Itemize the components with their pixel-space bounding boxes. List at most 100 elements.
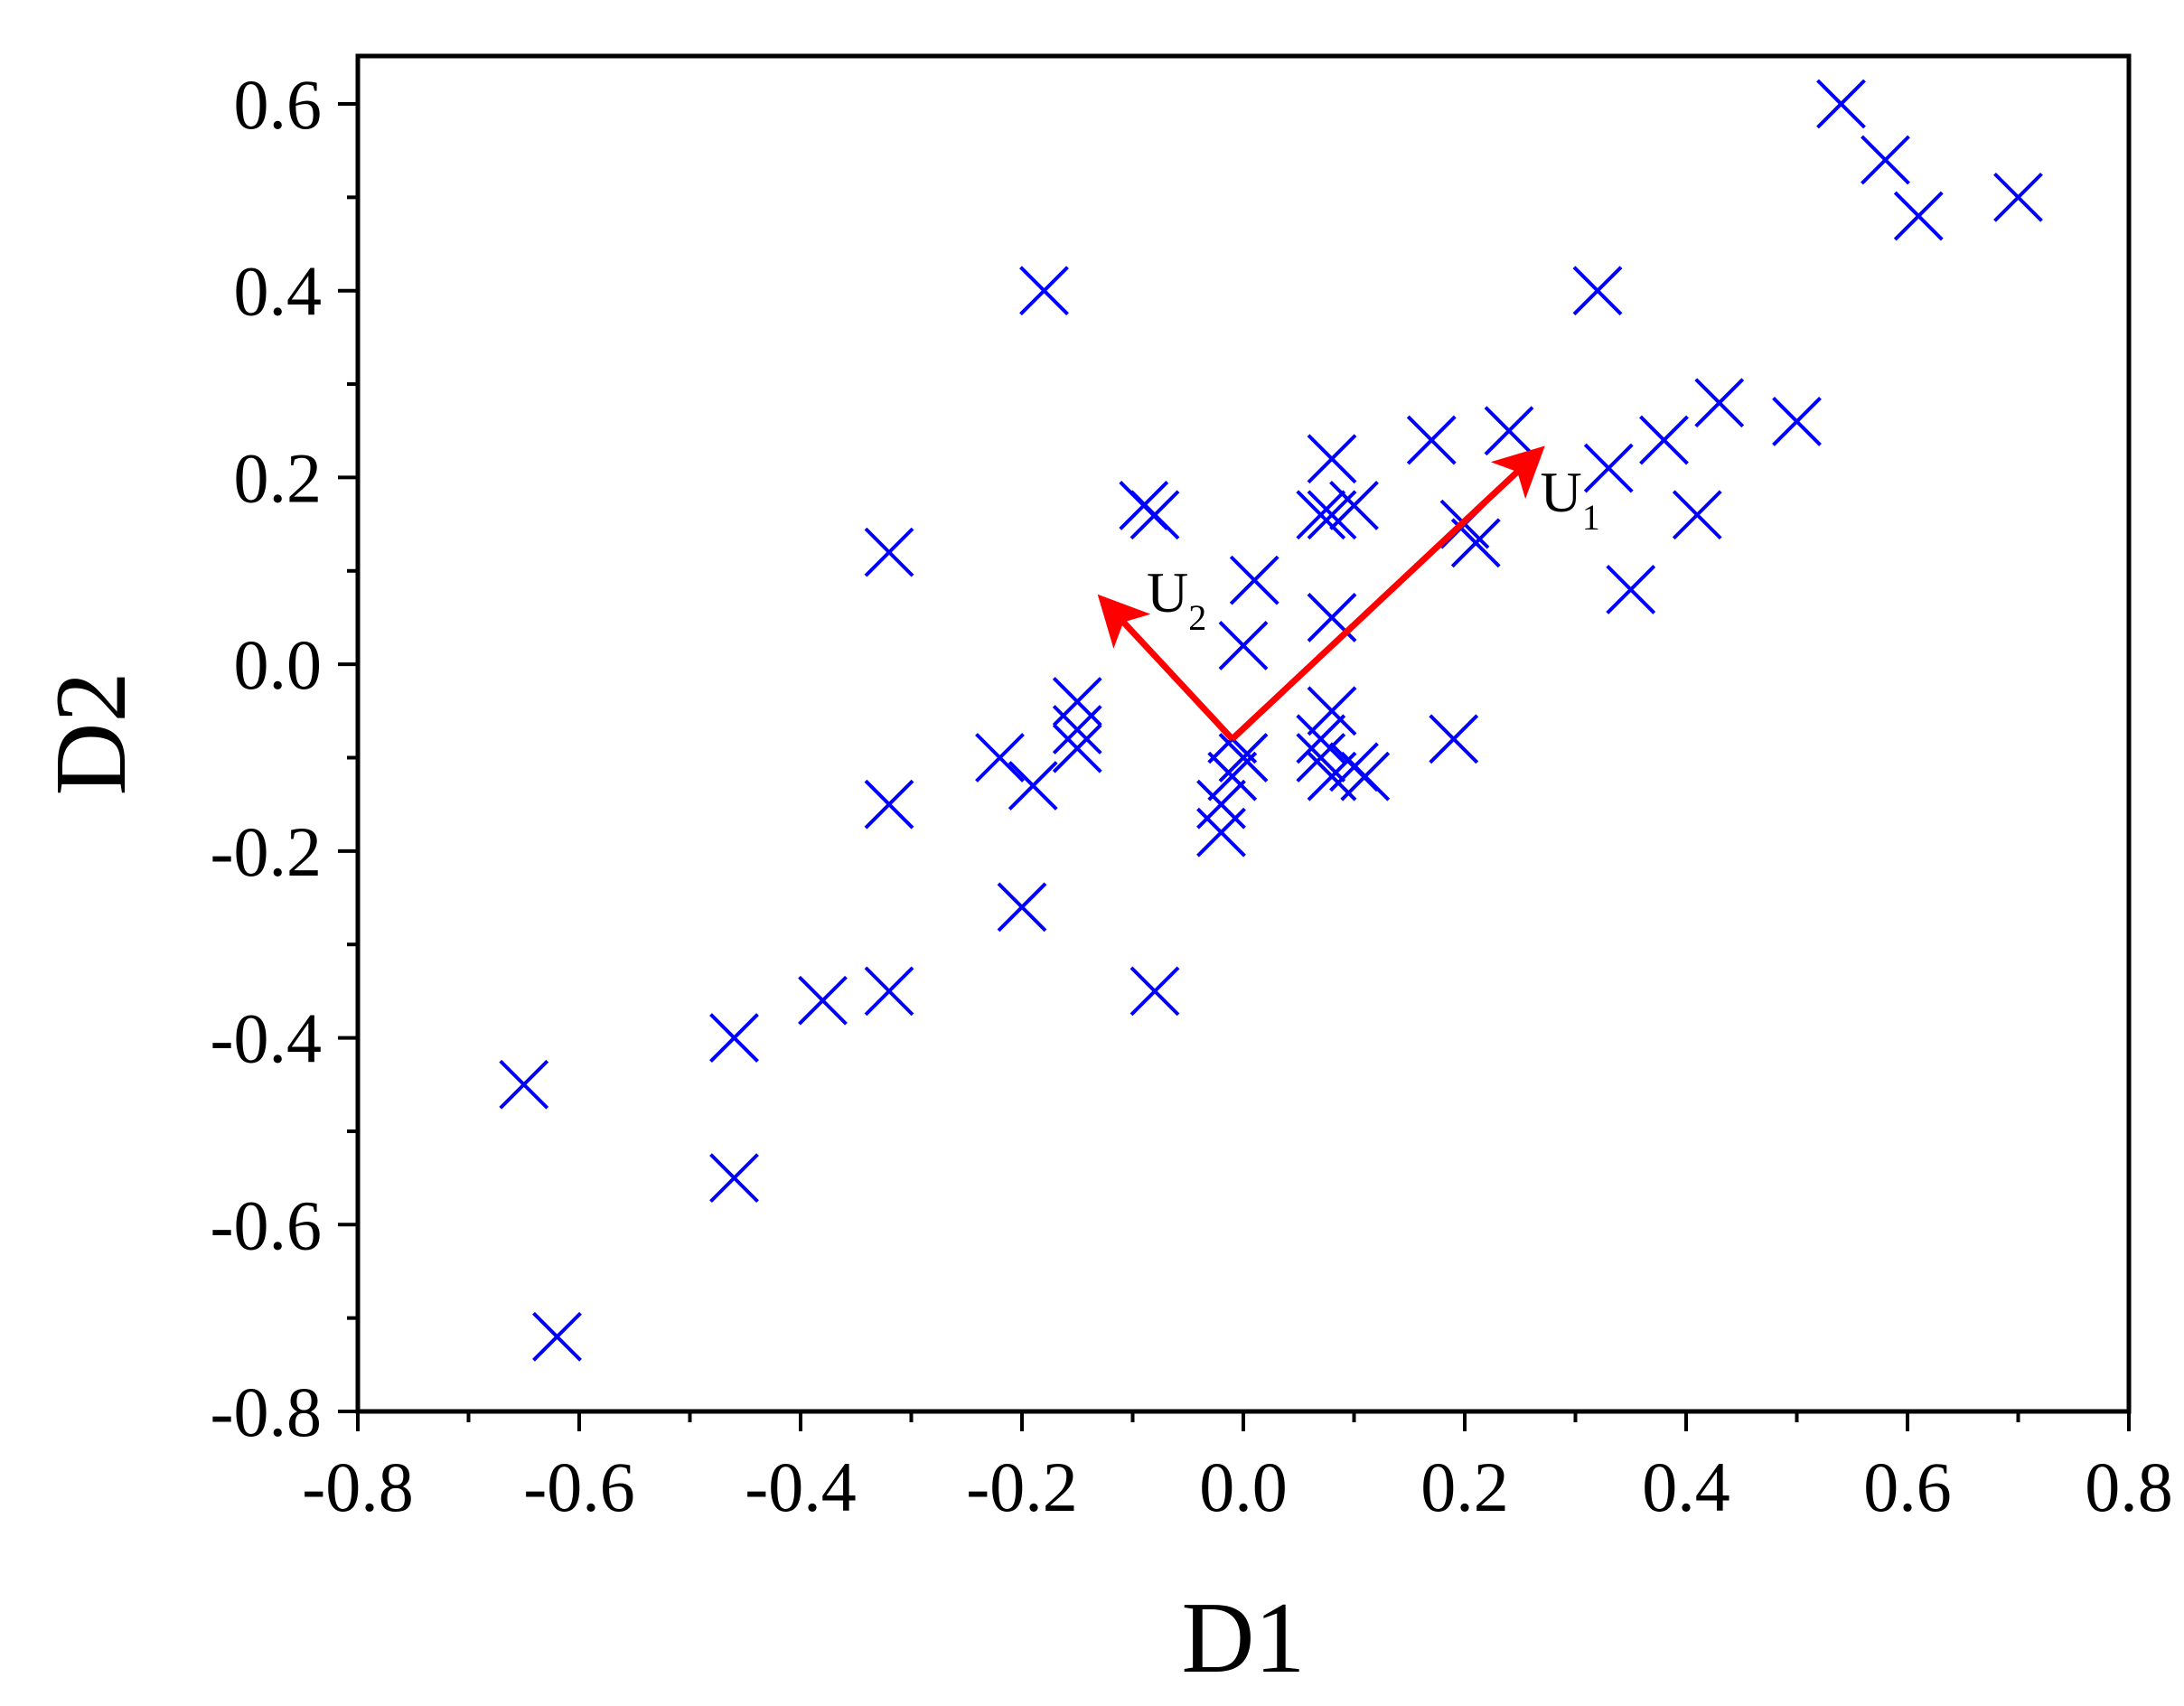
data-points <box>499 79 2043 1362</box>
data-point-stroke <box>1893 191 1944 241</box>
vector-label: U1 <box>1541 460 1600 538</box>
y-tick-label: 0.2 <box>234 438 323 517</box>
data-point-stroke <box>798 975 848 1026</box>
data-point <box>1429 714 1479 764</box>
data-point-stroke <box>1606 565 1656 614</box>
y-tick-label: 0.4 <box>234 252 323 331</box>
y-tick-label: -0.8 <box>211 1373 322 1451</box>
data-point-stroke <box>1129 966 1180 1017</box>
data-point <box>1196 807 1246 858</box>
axes: -0.8 -0.6 -0.4 -0.2 0.0 0.2 0.4 0.6 0.8 -0.8 -0.6 -… <box>211 53 2173 1526</box>
data-point <box>1340 751 1391 801</box>
x-tick-label: 0.4 <box>1642 1448 1730 1526</box>
data-point-stroke <box>1307 686 1357 736</box>
data-point <box>532 1311 582 1362</box>
data-point-stroke <box>709 1013 759 1063</box>
x-tick-label: -0.4 <box>745 1448 856 1526</box>
data-point-stroke <box>1052 677 1102 726</box>
data-point-stroke <box>1861 135 1910 185</box>
y-tick-label: -0.2 <box>211 812 322 891</box>
y-tick-label: -0.6 <box>211 1186 322 1264</box>
data-point-stroke <box>1196 807 1246 858</box>
data-point-stroke <box>975 733 1025 783</box>
vector-label-subscript: 2 <box>1188 597 1206 638</box>
data-point-stroke <box>1196 779 1246 830</box>
data-point <box>1993 172 2043 222</box>
data-point <box>1008 761 1058 811</box>
data-point-stroke <box>1229 555 1279 605</box>
data-point <box>499 1059 549 1110</box>
annotations: U1 U2 <box>1097 445 1600 742</box>
data-point <box>1019 266 1069 316</box>
x-tick-label: -0.2 <box>966 1448 1077 1526</box>
y-tick-label: 0.0 <box>234 625 323 704</box>
data-point-stroke <box>1307 593 1357 642</box>
data-point <box>864 966 914 1017</box>
x-axis-title: D1 <box>1182 1582 1306 1694</box>
data-point <box>1329 481 1379 530</box>
data-point <box>1229 555 1279 605</box>
x-tick-label: 0.8 <box>2085 1448 2173 1526</box>
data-point-stroke <box>1218 621 1269 670</box>
data-point <box>1406 415 1457 465</box>
data-point <box>1583 443 1634 493</box>
data-point <box>1639 415 1689 465</box>
data-point-stroke <box>997 882 1047 933</box>
data-point <box>1606 565 1656 614</box>
data-point-stroke <box>532 1311 582 1362</box>
vector-label: U2 <box>1147 560 1206 638</box>
data-point-stroke <box>1052 723 1102 773</box>
vector-arrow <box>1230 445 1545 742</box>
data-point-stroke <box>1572 266 1623 316</box>
data-point <box>1484 406 1534 456</box>
data-point-stroke <box>864 966 914 1017</box>
data-point-stroke <box>1583 443 1634 493</box>
data-point <box>1307 434 1357 484</box>
data-point-stroke <box>1129 490 1180 540</box>
data-point-stroke <box>709 1153 759 1204</box>
data-point <box>1052 723 1102 773</box>
data-point-stroke <box>1993 172 2043 222</box>
data-point-stroke <box>1329 481 1379 530</box>
data-point <box>709 1013 759 1063</box>
data-point <box>1772 397 1822 446</box>
data-point <box>864 527 914 577</box>
data-point-stroke <box>1450 518 1501 568</box>
data-point <box>1052 677 1102 726</box>
data-point-stroke <box>1307 434 1357 484</box>
data-point <box>798 975 848 1026</box>
data-point <box>864 779 914 830</box>
data-point-stroke <box>1296 714 1346 764</box>
data-point-stroke <box>1296 733 1346 783</box>
data-point <box>997 882 1047 933</box>
vector-label-subscript: 1 <box>1582 497 1600 538</box>
data-point-stroke <box>1429 714 1479 764</box>
plot-frame <box>355 53 2132 1414</box>
data-point-stroke <box>1019 266 1069 316</box>
data-point <box>1207 751 1258 801</box>
data-point <box>1218 621 1269 670</box>
y-tick-label: -0.4 <box>211 999 322 1078</box>
data-point <box>1052 705 1102 755</box>
x-tick-label: -0.8 <box>302 1448 413 1526</box>
x-tick-label: 0.2 <box>1420 1448 1509 1526</box>
data-point-stroke <box>1816 79 1866 129</box>
data-point-stroke <box>864 779 914 830</box>
data-point-stroke <box>864 527 914 577</box>
data-point <box>1694 378 1745 428</box>
data-point <box>1672 490 1722 540</box>
data-point <box>1129 966 1180 1017</box>
x-tick-label: -0.6 <box>523 1448 634 1526</box>
data-point <box>1218 733 1269 783</box>
y-tick-label: 0.6 <box>234 65 323 144</box>
data-point-stroke <box>1296 490 1346 540</box>
data-point <box>1296 490 1346 540</box>
data-point <box>1129 490 1180 540</box>
data-point <box>1893 191 1944 241</box>
data-point-stroke <box>1694 378 1745 428</box>
y-axis-title: D2 <box>35 672 147 796</box>
data-point <box>1861 135 1910 185</box>
data-point-stroke <box>499 1059 549 1110</box>
